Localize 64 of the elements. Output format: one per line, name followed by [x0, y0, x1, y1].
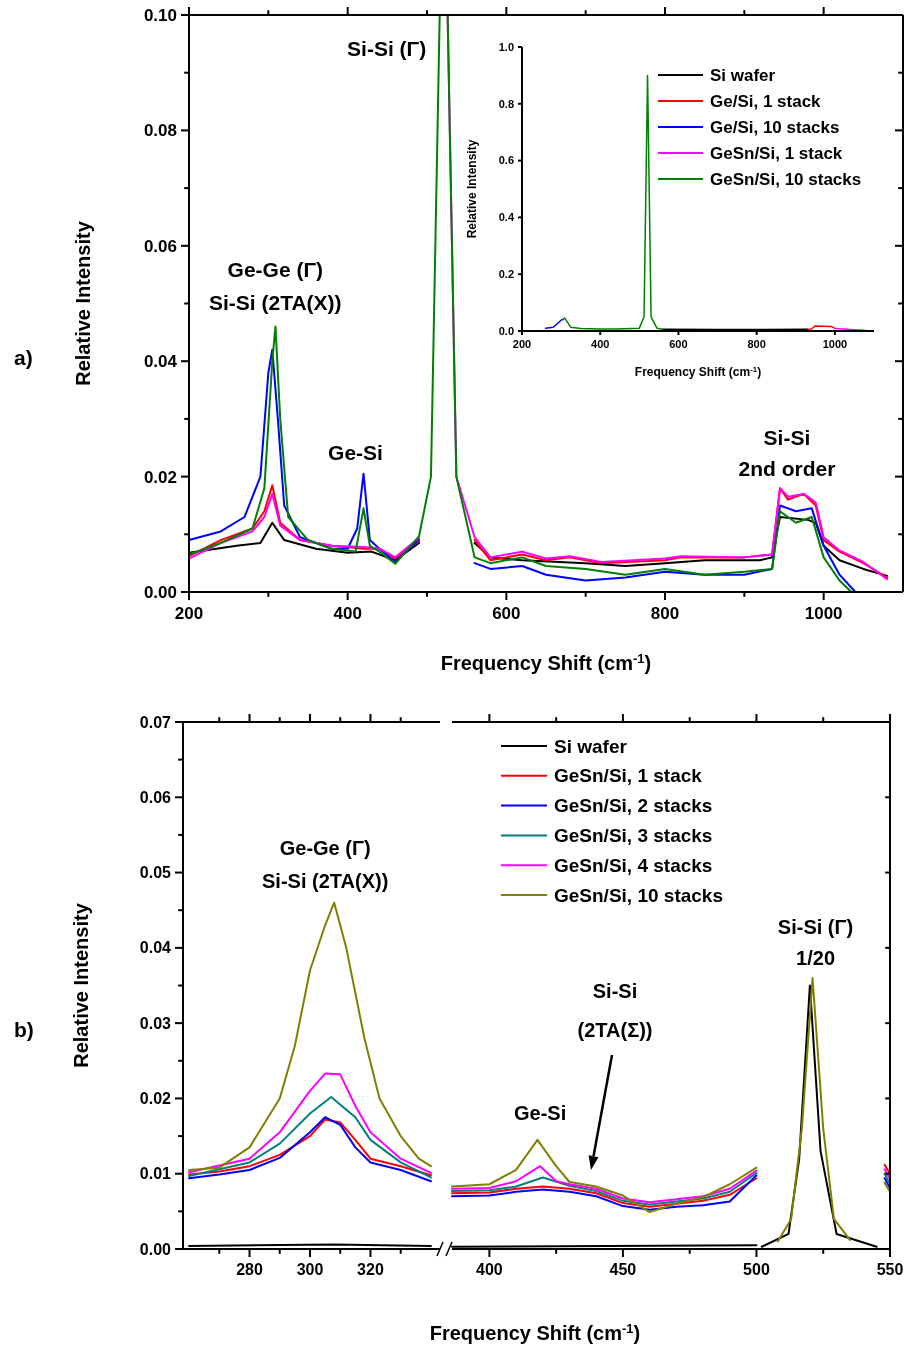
- y-axis-title: Relative Intensity: [72, 220, 94, 386]
- y-tick-label: 0.02: [143, 467, 177, 487]
- x-tick-label: 800: [747, 338, 766, 350]
- y-tick-label: 0.02: [139, 1090, 172, 1108]
- x-axis-title: Frequency Shift (cm$^{-1}$): [634, 364, 762, 379]
- x-tick-label: 1000: [804, 604, 843, 623]
- y-tick-label: 0.06: [139, 788, 172, 806]
- y-tick-label: 0.10: [143, 5, 177, 25]
- x-tick-label: 1000: [822, 338, 848, 350]
- x-tick-label: 400: [476, 1261, 503, 1278]
- x-tick-label: 400: [591, 338, 610, 350]
- y-tick-label: 0.04: [139, 939, 172, 957]
- y-tick-label: 0.00: [139, 1240, 172, 1258]
- y-tick-label: 0.08: [143, 121, 177, 141]
- x-tick-label: 450: [609, 1261, 637, 1278]
- y-tick-label: 0.07: [139, 713, 172, 731]
- y-tick-label: 0.6: [498, 154, 514, 167]
- y-tick-label: 0.8: [498, 97, 514, 110]
- y-tick-label: 0.00: [143, 582, 177, 602]
- legend-label: GeSn/Si, 10 stacks: [554, 884, 723, 906]
- annotation: Ge-Ge (Γ) Si-Si (2TA(X)): [209, 257, 342, 314]
- annotation: Ge-Si: [514, 1101, 567, 1124]
- annotation: Ge-Ge (Γ) Si-Si (2TA(X)): [262, 836, 389, 892]
- y-tick-label: 0.05: [139, 864, 172, 882]
- y-tick-label: 0.01: [139, 1165, 172, 1183]
- x-tick-label: 500: [743, 1261, 770, 1278]
- y-tick-label: 0.0: [498, 324, 514, 337]
- y-tick-label: 0.2: [498, 268, 514, 281]
- legend-label: GeSn/Si, 1 stack: [554, 765, 703, 787]
- y-tick-label: 0.4: [498, 211, 515, 224]
- annotation: Si-Si (2TA(Σ)): [577, 980, 653, 1041]
- y-tick-label: 1.0: [498, 40, 514, 53]
- y-axis-title: Relative Intensity: [70, 902, 92, 1068]
- x-tick-label: 200: [174, 604, 204, 623]
- x-tick-label: 600: [492, 604, 521, 623]
- annotation: Si-Si 2nd order: [738, 425, 836, 480]
- x-tick-label: 600: [669, 338, 688, 350]
- annotation: Si-Si (Γ): [347, 37, 427, 60]
- legend-label: GeSn/Si, 3 stacks: [554, 825, 713, 847]
- text: a): [14, 346, 33, 369]
- x-tick-label: 400: [333, 604, 362, 623]
- legend-label: GeSn/Si, 1 stack: [710, 143, 843, 163]
- legend-label: Ge/Si, 1 stack: [710, 91, 822, 111]
- x-axis-title: Frequency Shift (cm$^{-1}$): [440, 650, 652, 674]
- legend-label: Si wafer: [554, 735, 628, 757]
- x-tick-label: 280: [236, 1261, 263, 1278]
- annotation: Si-Si (Γ) 1/20: [777, 915, 854, 969]
- legend-label: Si wafer: [710, 65, 776, 85]
- y-tick-label: 0.04: [143, 352, 178, 372]
- x-tick-label: 300: [296, 1261, 324, 1278]
- x-tick-label: 800: [650, 604, 680, 623]
- y-axis-title: Relative Intensity: [465, 139, 479, 239]
- text: b): [14, 1018, 34, 1041]
- legend-label: GeSn/Si, 2 stacks: [554, 795, 713, 817]
- legend-label: GeSn/Si, 4 stacks: [554, 854, 713, 876]
- legend-label: Ge/Si, 10 stacks: [710, 117, 840, 137]
- x-tick-label: 200: [512, 338, 532, 350]
- annotation: Ge-Si: [328, 440, 383, 464]
- x-axis-title: Frequency Shift (cm$^{-1}$): [429, 1320, 641, 1344]
- y-tick-label: 0.03: [139, 1014, 172, 1032]
- legend-label: GeSn/Si, 10 stacks: [710, 169, 862, 189]
- x-tick-label: 550: [876, 1261, 904, 1278]
- y-tick-label: 0.06: [143, 236, 177, 256]
- x-tick-label: 320: [357, 1261, 384, 1278]
